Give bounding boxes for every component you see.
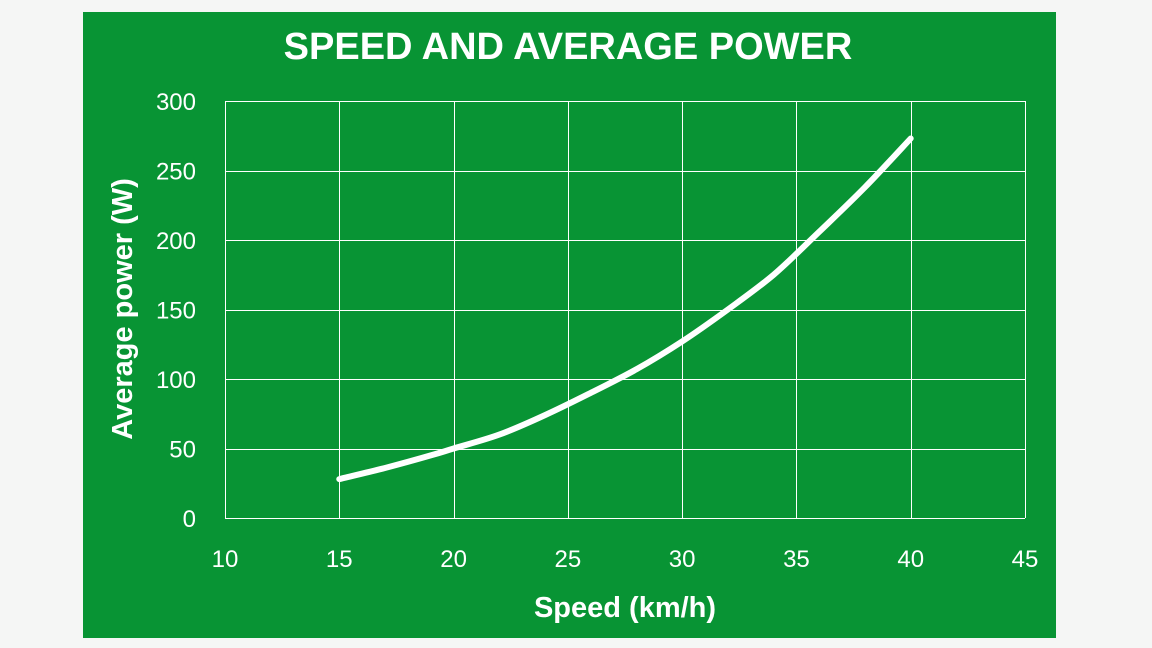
x-tick-label: 30 xyxy=(669,546,696,573)
x-tick-label: 20 xyxy=(440,546,467,573)
y-tick-label: 300 xyxy=(156,89,196,116)
x-tick-label: 15 xyxy=(326,546,353,573)
y-tick-label: 150 xyxy=(156,298,196,325)
y-tick-label: 100 xyxy=(156,367,196,394)
chart-panel xyxy=(83,12,1056,638)
y-tick-label: 50 xyxy=(169,437,196,464)
x-axis-ticks: 10 15 20 25 30 35 40 45 xyxy=(212,546,1039,573)
x-tick-label: 45 xyxy=(1012,546,1039,573)
x-tick-label: 40 xyxy=(897,546,924,573)
x-tick-label: 25 xyxy=(555,546,582,573)
series-group xyxy=(336,135,914,483)
series-line-0 xyxy=(336,135,914,483)
x-tick-label: 35 xyxy=(783,546,810,573)
chart-title: SPEED AND AVERAGE POWER xyxy=(284,26,853,68)
y-tick-label: 0 xyxy=(183,506,196,533)
grid xyxy=(225,101,1026,519)
y-tick-label: 200 xyxy=(156,228,196,255)
x-axis-title: Speed (km/h) xyxy=(534,592,716,624)
x-tick-label: 10 xyxy=(212,546,239,573)
y-axis-ticks: 0 50 100 150 200 250 300 xyxy=(156,89,196,533)
y-axis-title: Average power (W) xyxy=(107,178,139,440)
y-tick-label: 250 xyxy=(156,159,196,186)
